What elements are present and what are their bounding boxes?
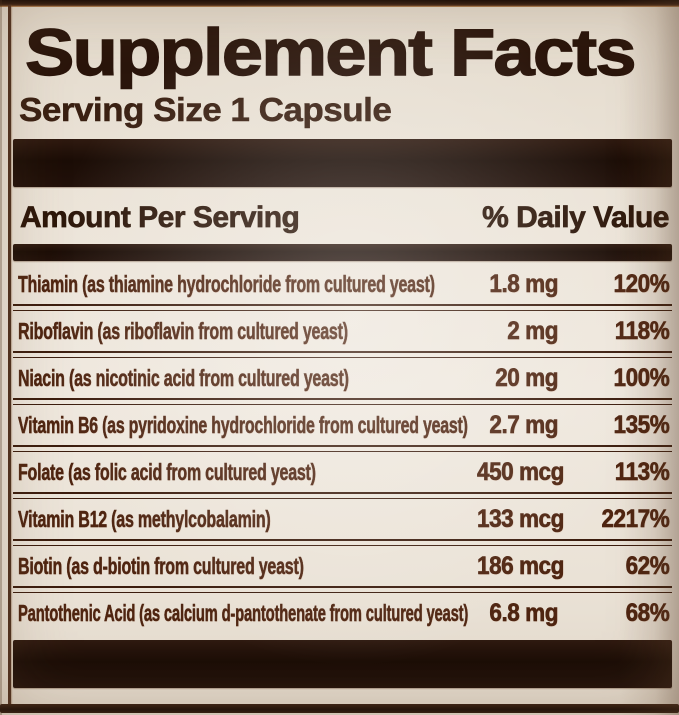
nutrient-daily-value: 118% xyxy=(614,316,670,345)
nutrient-name: Biotin (as d-biotin from cultured yeast) xyxy=(18,552,304,579)
nutrient-name-cell: Pantothenic Acid (as calcium d-pantothen… xyxy=(13,599,469,627)
nutrient-name-cell: Vitamin B6 (as pyridoxine hydrochloride … xyxy=(13,411,468,439)
label-bottom-border xyxy=(0,704,679,713)
nutrient-name-cell: Vitamin B12 (as methylcobalamin) xyxy=(13,505,468,533)
nutrient-name-cell: Niacin (as nicotinic acid from cultured … xyxy=(13,364,468,392)
nutrient-amount: 450 mcg xyxy=(477,457,565,486)
nutrient-amount: 2.7 mg xyxy=(489,410,559,439)
serving-size: Serving Size 1 Capsule xyxy=(19,91,672,129)
nutrient-name: Vitamin B12 (as methylcobalamin) xyxy=(18,505,271,532)
nutrient-amount: 20 mg xyxy=(495,363,559,392)
nutrient-amount: 133 mcg xyxy=(477,504,565,533)
nutrient-row: Folate (as folic acid from cultured yeas… xyxy=(13,452,672,492)
label-left-border xyxy=(8,5,11,706)
row-separator xyxy=(13,445,672,452)
nutrient-name-cell: Biotin (as d-biotin from cultured yeast) xyxy=(13,552,468,580)
nutrient-amount: 1.8 mg xyxy=(489,269,559,298)
row-separator xyxy=(13,492,672,499)
columns-header: Amount Per Serving % Daily Value xyxy=(13,194,672,241)
nutrient-daily-value: 113% xyxy=(614,457,670,486)
label-content: Supplement Facts Serving Size 1 Capsule … xyxy=(13,13,672,688)
nutrient-daily-value: 68% xyxy=(625,598,670,627)
daily-value-label: % Daily Value xyxy=(482,200,670,234)
label-top-border xyxy=(0,0,679,7)
nutrient-daily-value: 135% xyxy=(613,410,670,439)
nutrient-row: Vitamin B6 (as pyridoxine hydrochloride … xyxy=(13,405,672,445)
nutrient-rows: Thiamin (as thiamine hydrochloride from … xyxy=(13,264,672,633)
divider-bar-bottom xyxy=(13,640,672,688)
serving-size-text: Serving Size 1 Capsule xyxy=(19,91,392,129)
nutrient-amount: 186 mcg xyxy=(477,551,565,580)
nutrient-name: Pantothenic Acid (as calcium d-pantothen… xyxy=(18,599,469,626)
nutrient-row: Vitamin B12 (as methylcobalamin) 133 mcg… xyxy=(13,499,672,539)
nutrient-daily-value: 2217% xyxy=(601,504,670,533)
nutrient-daily-value: 62% xyxy=(625,551,670,580)
divider-bar-header xyxy=(13,244,672,261)
nutrient-name-cell: Riboflavin (as riboflavin from cultured … xyxy=(13,317,468,345)
amount-per-serving-label: Amount Per Serving xyxy=(20,200,301,234)
nutrient-row: Niacin (as nicotinic acid from cultured … xyxy=(13,358,672,398)
nutrient-name: Riboflavin (as riboflavin from cultured … xyxy=(18,317,348,344)
nutrient-name-cell: Thiamin (as thiamine hydrochloride from … xyxy=(13,270,468,298)
nutrient-name: Folate (as folic acid from cultured yeas… xyxy=(18,458,316,485)
nutrient-name: Vitamin B6 (as pyridoxine hydrochloride … xyxy=(18,411,468,438)
nutrient-amount: 2 mg xyxy=(507,316,559,345)
panel-title: Supplement Facts xyxy=(24,13,672,91)
nutrient-amount: 6.8 mg xyxy=(489,598,559,627)
nutrient-row: Pantothenic Acid (as calcium d-pantothen… xyxy=(13,593,672,633)
row-separator xyxy=(13,586,672,593)
nutrient-daily-value: 120% xyxy=(613,269,670,298)
nutrient-name-cell: Folate (as folic acid from cultured yeas… xyxy=(13,458,468,486)
row-separator xyxy=(13,351,672,358)
nutrient-name: Thiamin (as thiamine hydrochloride from … xyxy=(18,270,435,297)
row-separator xyxy=(13,539,672,546)
row-separator xyxy=(13,398,672,405)
panel-title-text: Supplement Facts xyxy=(24,14,637,89)
label-left-edge xyxy=(0,0,2,715)
nutrient-row: Thiamin (as thiamine hydrochloride from … xyxy=(13,264,672,304)
divider-bar-top xyxy=(13,139,672,187)
nutrient-daily-value: 100% xyxy=(613,363,670,392)
nutrient-row: Biotin (as d-biotin from cultured yeast)… xyxy=(13,546,672,586)
row-separator xyxy=(13,304,672,311)
nutrient-row: Riboflavin (as riboflavin from cultured … xyxy=(13,311,672,351)
nutrient-name: Niacin (as nicotinic acid from cultured … xyxy=(18,364,349,391)
